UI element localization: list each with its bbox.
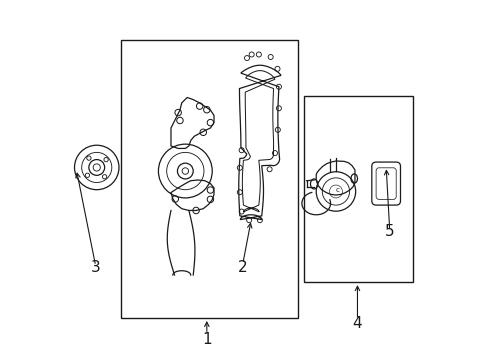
Text: 3: 3 [91,260,101,275]
Text: 1: 1 [202,332,211,347]
Bar [121,40,298,318]
Text: 2: 2 [237,260,247,275]
Bar [303,96,412,282]
Text: 4: 4 [352,316,362,331]
Text: 5: 5 [384,225,394,239]
Text: c: c [335,187,339,193]
